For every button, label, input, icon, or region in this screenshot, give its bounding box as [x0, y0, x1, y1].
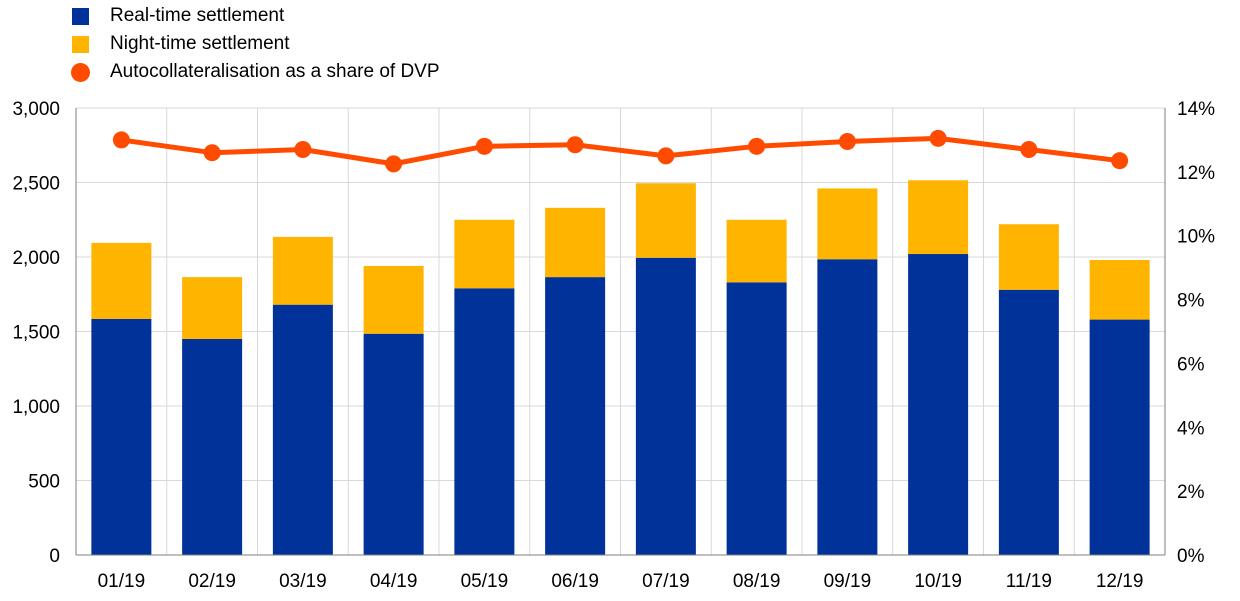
- share-point: [1020, 141, 1038, 159]
- legend: Real-time settlement Night-time settleme…: [71, 2, 440, 86]
- bar-night-time: [182, 277, 243, 339]
- x-tick-label: 02/19: [188, 571, 236, 592]
- x-tick-label: 05/19: [461, 571, 509, 592]
- bar-real-time: [272, 304, 333, 555]
- x-tick-label: 10/19: [914, 571, 962, 592]
- x-tick-label: 06/19: [551, 571, 599, 592]
- x-tick-label: 09/19: [824, 571, 872, 592]
- bar-night-time: [635, 183, 696, 258]
- legend-marker-autocollateralisation: [71, 62, 90, 82]
- right-tick-label: 4%: [1177, 418, 1205, 439]
- share-point: [385, 155, 403, 173]
- bar-real-time: [998, 289, 1059, 555]
- legend-label-autocollateralisation: Autocollateralisation as a share of DVP: [110, 61, 440, 82]
- bar-real-time: [635, 257, 696, 555]
- share-point: [748, 137, 766, 155]
- bar-real-time: [363, 333, 424, 555]
- share-point: [203, 144, 221, 162]
- bar-night-time: [726, 219, 787, 283]
- bar-real-time: [726, 282, 787, 555]
- bar-night-time: [91, 242, 152, 319]
- bars: [91, 180, 1150, 555]
- right-tick-label: 0%: [1177, 546, 1205, 567]
- right-tick-label: 2%: [1177, 482, 1205, 503]
- share-point: [112, 131, 130, 149]
- bar-night-time: [998, 224, 1059, 290]
- tick-labels: 0 500 1,000 1,500 2,000 2,500 3,000 0% 2% 4% 6% 8% 1…: [12, 99, 1215, 592]
- share-point: [1111, 152, 1129, 170]
- left-tick-label: 1,500: [12, 323, 60, 344]
- axes: [75, 108, 1166, 556]
- x-tick-label: 01/19: [98, 571, 146, 592]
- legend-item-autocollateralisation: Autocollateralisation as a share of DVP: [71, 58, 440, 86]
- bar-night-time: [454, 219, 515, 289]
- bar-night-time: [908, 180, 969, 255]
- legend-item-real-time: Real-time settlement: [72, 2, 440, 30]
- bar-real-time: [182, 338, 243, 555]
- share-line-path: [121, 135, 1120, 167]
- right-tick-label: 14%: [1177, 99, 1215, 120]
- left-tick-label: 2,000: [12, 248, 60, 269]
- right-tick-label: 6%: [1177, 354, 1205, 375]
- bar-real-time: [91, 318, 152, 555]
- bar-night-time: [1089, 259, 1150, 320]
- bar-night-time: [272, 236, 333, 305]
- share-point: [294, 141, 312, 159]
- share-point: [929, 129, 947, 147]
- x-tick-label: 11/19: [1006, 571, 1052, 592]
- bar-real-time: [454, 288, 515, 555]
- right-tick-label: 10%: [1177, 227, 1215, 248]
- share-point: [657, 147, 675, 165]
- x-tick-label: 03/19: [279, 571, 327, 592]
- bar-night-time: [363, 265, 424, 334]
- bar-night-time: [545, 207, 606, 278]
- bar-real-time: [545, 277, 606, 555]
- share-point: [838, 133, 856, 151]
- x-tick-label: 07/19: [642, 571, 690, 592]
- right-tick-label: 8%: [1177, 291, 1205, 312]
- left-tick-label: 500: [28, 472, 60, 493]
- legend-swatch-night-time: [72, 35, 89, 53]
- left-tick-label: 3,000: [12, 99, 60, 120]
- bar-real-time: [1089, 319, 1150, 555]
- bar-real-time: [817, 259, 878, 555]
- left-tick-label: 0: [49, 546, 60, 567]
- legend-label-night-time: Night-time settlement: [110, 33, 290, 54]
- legend-label-real-time: Real-time settlement: [110, 5, 285, 26]
- share-point: [566, 136, 584, 154]
- left-tick-label: 2,500: [12, 174, 60, 195]
- legend-swatch-real-time: [72, 7, 89, 25]
- share-point: [475, 137, 493, 155]
- bar-night-time: [817, 188, 878, 260]
- x-tick-label: 12/19: [1096, 571, 1144, 592]
- x-tick-label: 04/19: [370, 571, 418, 592]
- x-tick-label: 08/19: [733, 571, 781, 592]
- right-tick-label: 12%: [1177, 163, 1215, 184]
- share-line: [112, 129, 1129, 173]
- legend-item-night-time: Night-time settlement: [72, 30, 440, 58]
- bar-real-time: [908, 254, 969, 555]
- left-tick-label: 1,000: [12, 397, 60, 418]
